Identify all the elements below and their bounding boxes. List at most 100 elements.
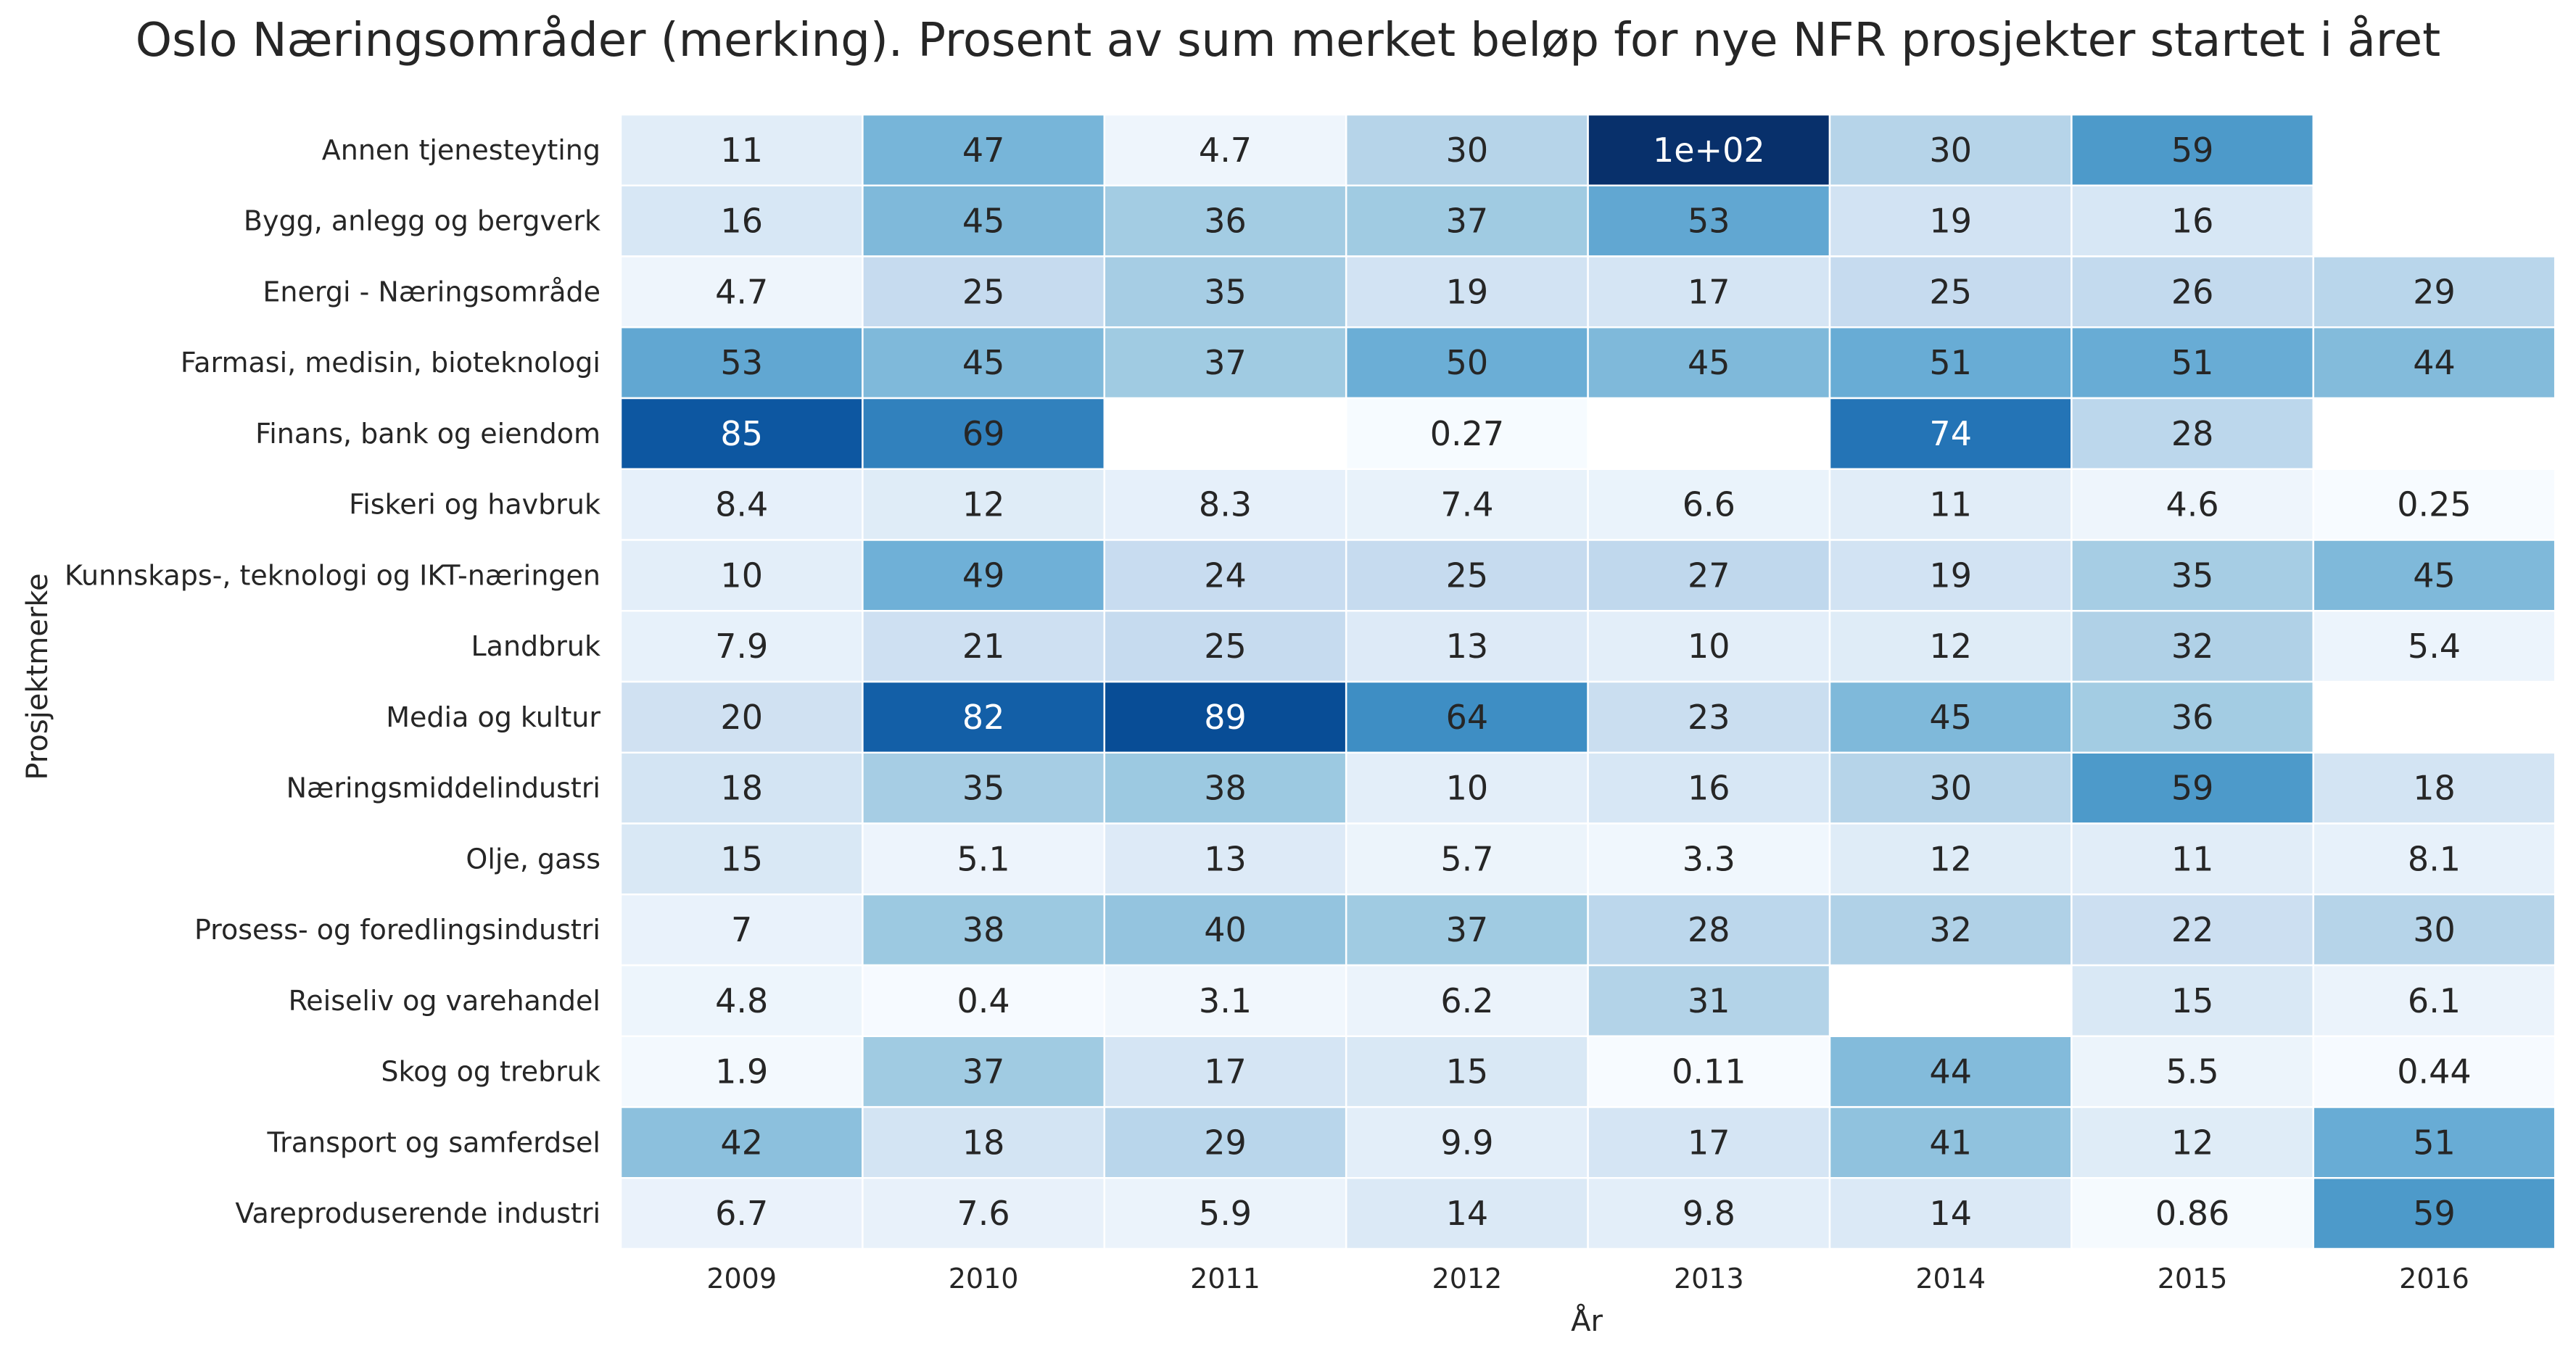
cell-value-label: 41 — [1929, 1123, 1972, 1162]
cell-value-label: 15 — [1446, 1052, 1489, 1091]
heatmap-cell — [2312, 610, 2556, 683]
cell-value-label: 30 — [1929, 131, 1972, 170]
heatmap-cell — [1103, 893, 1347, 967]
heatmap-cell — [862, 1035, 1106, 1108]
cell-value-label: 0.25 — [2397, 485, 2471, 524]
heatmap-cell — [1345, 893, 1589, 967]
x-axis-tick-labels: 2009 2010 2011 2012 2013 2014 2015 2016 — [706, 1263, 2469, 1295]
heatmap-cell — [2071, 397, 2315, 470]
cell-value-label: 45 — [1688, 343, 1730, 382]
heatmap-cell — [1103, 964, 1347, 1037]
x-tick-label: 2013 — [1674, 1263, 1744, 1295]
cell-value-label: 50 — [1446, 343, 1489, 382]
heatmap-cell — [862, 964, 1106, 1037]
cell-value-label: 14 — [1446, 1194, 1489, 1233]
heatmap-cell — [862, 751, 1106, 825]
cell-value-label: 3.3 — [1683, 839, 1735, 878]
cell-value-label: 9.9 — [1440, 1123, 1493, 1162]
cell-value-label: 10 — [720, 556, 763, 595]
heatmap-cell — [862, 326, 1106, 400]
cell-value-label: 51 — [2413, 1123, 2456, 1162]
y-tick-label: Vareproduserende industri — [235, 1197, 600, 1229]
heatmap-cell — [2071, 255, 2315, 329]
heatmap-cell — [1345, 964, 1589, 1037]
cell-value-label: 4.8 — [715, 981, 768, 1020]
heatmap-cell — [1828, 1035, 2073, 1108]
cell-value-label: 89 — [1204, 698, 1247, 737]
heatmap-cell — [2312, 964, 2556, 1037]
heatmap-cell — [2071, 326, 2315, 400]
cell-value-label: 37 — [962, 1052, 1005, 1091]
cell-value-label: 8.3 — [1199, 485, 1252, 524]
heatmap-cell — [2071, 822, 2315, 896]
heatmap-cell — [619, 964, 864, 1037]
heatmap-cell — [1103, 751, 1347, 825]
chart-title: Oslo Næringsområder (merking). Prosent a… — [136, 14, 2441, 67]
heatmap-cell — [619, 397, 864, 470]
cell-value-label: 16 — [1688, 769, 1730, 808]
cell-value-label: 8.4 — [715, 485, 768, 524]
cell-value-label: 4.7 — [715, 272, 768, 311]
cell-value-label: 38 — [1204, 769, 1247, 808]
cell-value-label: 74 — [1929, 414, 1972, 453]
cell-value-label: 59 — [2413, 1194, 2456, 1233]
heatmap-cell — [1345, 468, 1589, 541]
cell-value-label: 0.4 — [957, 981, 1010, 1020]
cell-value-label: 9.8 — [1683, 1194, 1735, 1233]
cell-value-label: 11 — [720, 131, 763, 170]
heatmap-cell — [1103, 1106, 1347, 1179]
cell-value-label: 5.7 — [1440, 839, 1493, 878]
heatmap-cell — [2312, 326, 2556, 400]
heatmap-cell — [2312, 255, 2556, 329]
heatmap-cell — [2071, 751, 2315, 825]
cell-value-label: 25 — [1446, 556, 1489, 595]
y-tick-label: Farmasi, medisin, bioteknologi — [181, 347, 600, 379]
heatmap-cell — [2312, 539, 2556, 612]
heatmap-cell — [619, 326, 864, 400]
cell-value-label: 37 — [1446, 202, 1489, 241]
heatmap-cell — [1587, 539, 1831, 612]
heatmap-cell — [619, 1177, 864, 1250]
heatmap-cell — [2071, 184, 2315, 257]
heatmap-cell — [1103, 326, 1347, 400]
heatmap-cell — [2071, 964, 2315, 1037]
cell-value-label: 1e+02 — [1653, 131, 1765, 170]
cell-value-label: 44 — [1929, 1052, 1972, 1091]
heatmap-cell — [1828, 539, 2073, 612]
heatmap-cell — [1345, 1106, 1589, 1179]
cell-value-label: 40 — [1204, 910, 1247, 949]
cell-value-label: 25 — [962, 272, 1005, 311]
cell-value-label: 3.1 — [1199, 981, 1252, 1020]
cell-value-label: 51 — [2171, 343, 2214, 382]
x-tick-label: 2015 — [2158, 1263, 2228, 1295]
heatmap-cell — [1828, 1106, 2073, 1179]
heatmap-cell — [1587, 255, 1831, 329]
cell-value-label: 47 — [962, 131, 1005, 170]
heatmap-cell — [619, 113, 864, 186]
x-tick-label: 2009 — [706, 1263, 777, 1295]
heatmap-cell — [619, 680, 864, 754]
cell-value-label: 19 — [1929, 202, 1972, 241]
y-tick-label: Fiskeri og havbruk — [349, 489, 600, 521]
heatmap-cell — [1103, 113, 1347, 186]
cell-value-label: 82 — [962, 698, 1005, 737]
heatmap-cell — [1345, 326, 1589, 400]
heatmap-cell — [2312, 751, 2556, 825]
cell-value-label: 7 — [731, 910, 752, 949]
heatmap-cell — [1587, 610, 1831, 683]
cell-value-label: 5.5 — [2166, 1052, 2219, 1091]
heatmap-cell — [1103, 255, 1347, 329]
y-tick-label: Prosess- og foredlingsindustri — [194, 914, 600, 946]
cell-value-label: 37 — [1446, 910, 1489, 949]
heatmap-cell — [1345, 539, 1589, 612]
cell-value-label: 4.7 — [1199, 131, 1252, 170]
y-axis-label: Prosjektmerke — [21, 573, 54, 780]
y-tick-label: Media og kultur — [386, 701, 600, 733]
cell-value-label: 53 — [720, 343, 763, 382]
cell-value-label: 25 — [1204, 627, 1247, 666]
heatmap-cell — [1103, 184, 1347, 257]
heatmap-cell — [2312, 1035, 2556, 1108]
cell-value-label: 17 — [1688, 272, 1730, 311]
cell-value-label: 18 — [720, 769, 763, 808]
heatmap-cell — [1828, 468, 2073, 541]
